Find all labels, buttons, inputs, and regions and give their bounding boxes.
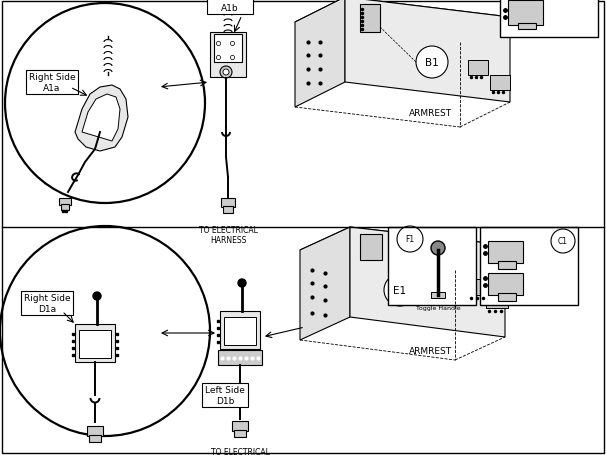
Text: C1: C1 bbox=[558, 237, 568, 246]
Polygon shape bbox=[345, 0, 510, 103]
Circle shape bbox=[416, 47, 448, 79]
Bar bbox=[508, 1, 543, 26]
Circle shape bbox=[551, 229, 575, 253]
Polygon shape bbox=[75, 86, 128, 152]
Bar bbox=[518, 24, 536, 30]
Bar bbox=[210, 33, 246, 78]
Text: F1: F1 bbox=[405, 235, 415, 244]
Circle shape bbox=[220, 67, 232, 79]
Bar bbox=[223, 207, 233, 213]
Bar bbox=[388, 228, 476, 305]
Bar bbox=[218, 350, 262, 365]
Bar bbox=[468, 279, 490, 295]
Bar bbox=[490, 76, 510, 91]
Bar bbox=[500, 0, 598, 38]
Text: E1: E1 bbox=[393, 285, 407, 295]
Text: Right Side
A1a: Right Side A1a bbox=[28, 73, 75, 92]
Text: TO ELECTRICAL
HARNESS: TO ELECTRICAL HARNESS bbox=[199, 226, 258, 245]
Polygon shape bbox=[295, 0, 345, 108]
Polygon shape bbox=[300, 228, 350, 340]
Text: B1: B1 bbox=[425, 58, 439, 68]
Bar bbox=[468, 61, 488, 76]
Bar bbox=[87, 426, 103, 436]
Bar bbox=[89, 435, 101, 442]
Polygon shape bbox=[82, 95, 120, 142]
Bar bbox=[498, 262, 516, 269]
Circle shape bbox=[93, 293, 101, 300]
Bar bbox=[59, 198, 71, 206]
Text: ARMREST: ARMREST bbox=[408, 108, 451, 117]
Text: Left Side
A1b: Left Side A1b bbox=[210, 0, 250, 13]
Polygon shape bbox=[295, 0, 510, 43]
Circle shape bbox=[238, 279, 246, 288]
Bar bbox=[221, 198, 235, 207]
Bar bbox=[431, 293, 445, 298]
Bar bbox=[79, 330, 111, 358]
Text: TO ELECTRICAL
HARNESS: TO ELECTRICAL HARNESS bbox=[210, 447, 270, 455]
Polygon shape bbox=[350, 228, 505, 337]
Bar bbox=[224, 317, 256, 345]
Bar bbox=[480, 228, 578, 305]
Circle shape bbox=[397, 227, 423, 253]
Bar bbox=[234, 430, 246, 437]
Bar bbox=[360, 5, 380, 33]
Bar bbox=[75, 324, 115, 362]
Bar bbox=[61, 205, 69, 211]
Circle shape bbox=[223, 70, 229, 76]
Circle shape bbox=[384, 274, 416, 306]
Text: Right Side
D1a: Right Side D1a bbox=[24, 293, 70, 313]
Circle shape bbox=[431, 242, 445, 255]
Text: Toggle Handle: Toggle Handle bbox=[416, 305, 461, 310]
Text: ARMREST: ARMREST bbox=[408, 346, 451, 355]
Text: Left Side
D1b: Left Side D1b bbox=[205, 385, 245, 405]
Bar bbox=[360, 234, 382, 260]
Bar bbox=[486, 293, 508, 308]
Bar bbox=[498, 293, 516, 301]
Bar bbox=[220, 311, 260, 349]
Bar bbox=[214, 35, 242, 63]
Bar bbox=[232, 421, 248, 431]
Bar bbox=[488, 242, 523, 263]
Polygon shape bbox=[300, 228, 505, 270]
Bar bbox=[488, 273, 523, 295]
